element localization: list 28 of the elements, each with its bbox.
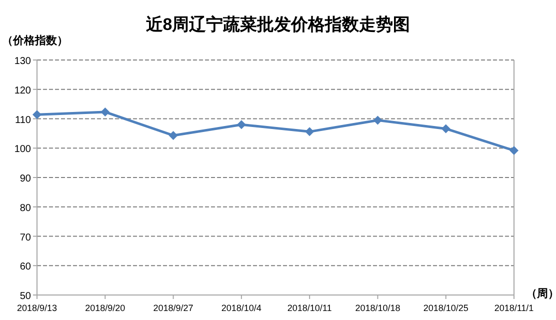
y-tick-label: 80 — [20, 202, 32, 214]
y-axis-title: （价格指数） — [2, 34, 68, 47]
point — [510, 146, 518, 155]
point — [32, 110, 42, 120]
point — [305, 127, 314, 136]
point — [168, 130, 178, 140]
y-tick-label: 110 — [15, 114, 32, 126]
x-tick-label: 2018/9/27 — [153, 303, 194, 313]
x-tick-label: 2018/9/20 — [85, 303, 126, 313]
y-tick-label: 130 — [14, 56, 32, 67]
chart-title: 近8周辽宁蔬菜批发价格指数走势图 — [144, 15, 410, 34]
point — [100, 107, 110, 116]
y-tick-label: 120 — [14, 85, 32, 96]
x-tick-label: 2018/11/1 — [494, 303, 534, 313]
y-tick-label: 100 — [14, 144, 32, 156]
point — [441, 124, 450, 134]
x-tick-label: 2018/9/13 — [16, 303, 58, 313]
x-tick-label: 2018/10/25 — [423, 303, 468, 313]
x-tick-label: 2018/10/18 — [355, 303, 400, 313]
x-tick-label: 2018/10/11 — [287, 303, 332, 313]
y-tick-label: 90 — [20, 174, 32, 184]
point — [373, 116, 382, 125]
y-tick-label: 50 — [20, 291, 32, 302]
y-tick-label: 70 — [20, 232, 32, 244]
x-tick-label: 2018/10/4 — [221, 303, 262, 313]
point — [236, 120, 246, 130]
y-tick-label: 60 — [20, 262, 32, 273]
x-axis-title: （周） — [526, 288, 556, 300]
